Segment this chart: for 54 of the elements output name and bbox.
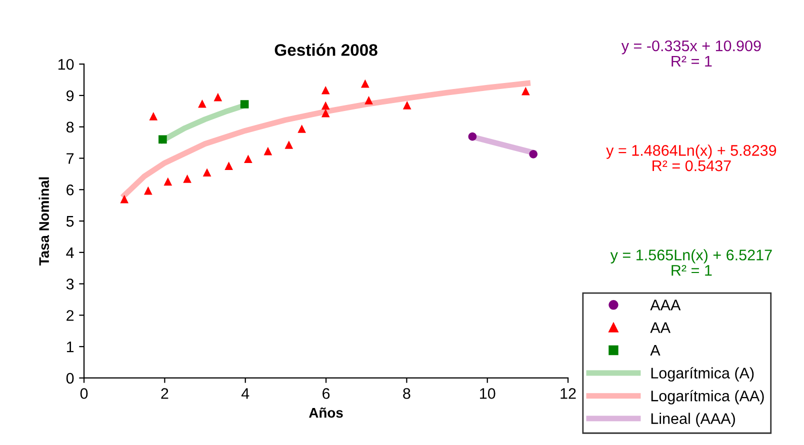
point: [158, 135, 167, 144]
point: [321, 86, 330, 94]
y-tick-label: 8: [66, 122, 74, 133]
point: [298, 124, 306, 133]
point: [402, 101, 412, 110]
y-tick-label: 3: [66, 278, 74, 290]
point: [202, 168, 212, 177]
point: [321, 101, 330, 110]
y-tick-label: 1: [66, 342, 74, 352]
legend-label: Lineal (AAA): [651, 412, 735, 428]
y-axis-title: Tasa Nominal: [38, 177, 50, 266]
point: [149, 112, 158, 120]
point: [360, 79, 370, 88]
y-tick-label: 6: [66, 184, 74, 196]
text: y = 1.4864Ln(x) + 5.8239 R² = 0.5437: [606, 144, 776, 172]
point: [244, 154, 252, 164]
y-tick-label: 5: [66, 216, 74, 227]
y-tick-label: 7: [66, 153, 74, 164]
y-tick-label: 0: [66, 372, 74, 384]
text: y = 1.565Ln(x) + 6.5217 R² = 1: [610, 249, 772, 276]
x-axis-title: Años: [309, 408, 343, 418]
legend-label: Logarítmica (A): [651, 367, 754, 382]
point: [522, 86, 530, 96]
x-tick-label: 12: [560, 388, 576, 399]
point: [321, 108, 330, 118]
point: [240, 100, 249, 108]
y-tick-label: 2: [66, 310, 74, 321]
y-tick-label: 4: [66, 247, 74, 258]
point: [164, 177, 172, 186]
x-tick-label: 8: [403, 388, 410, 399]
legend-label: A: [650, 345, 660, 356]
point: [144, 186, 152, 195]
point: [364, 96, 373, 104]
y-tick-label: 10: [58, 58, 74, 70]
point: [468, 132, 477, 141]
point: [284, 140, 294, 149]
point: [183, 174, 192, 183]
legend-label: AA: [650, 322, 670, 333]
x-tick-label: 2: [161, 388, 168, 399]
chart-title: Gestión 2008: [274, 44, 378, 56]
legend-label: AAA: [650, 300, 681, 310]
text: y = -0.335x + 10.909 R² = 1: [621, 40, 761, 66]
point: [264, 146, 272, 156]
x-tick-label: 4: [241, 388, 250, 399]
y-tick-label: 9: [66, 90, 74, 102]
x-tick-label: 6: [322, 388, 330, 399]
x-tick-label: 10: [480, 388, 496, 399]
legend-label: Logarítmica (AA): [651, 390, 764, 404]
x-tick-label: 0: [80, 388, 88, 399]
point: [224, 162, 233, 170]
point: [529, 150, 538, 158]
point: [120, 194, 129, 204]
point: [214, 92, 222, 102]
point: [198, 99, 206, 108]
